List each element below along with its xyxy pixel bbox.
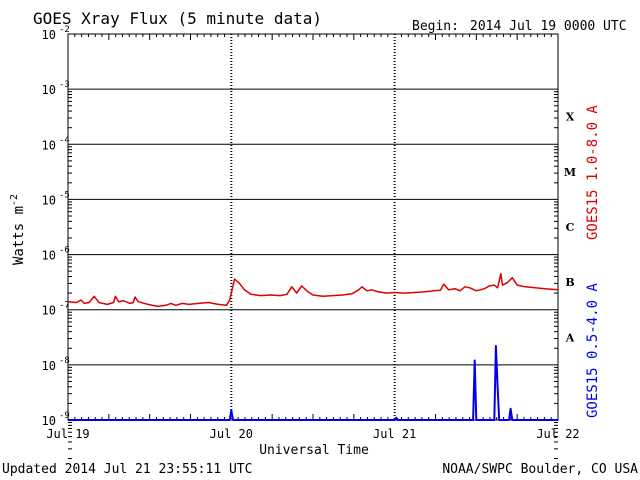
flare-class-x: X <box>566 111 575 124</box>
y-tick-label: 10 <box>42 414 56 428</box>
y-axis: 10-210-310-410-510-610-710-810-9 <box>42 25 558 460</box>
y-tick-exponent: -5 <box>59 190 70 200</box>
series-name-short: GOES15 0.5-4.0 A <box>585 283 601 418</box>
series-name-long: GOES15 1.0-8.0 A <box>585 105 601 240</box>
chart-title: GOES Xray Flux (5 minute data) <box>33 9 322 28</box>
y-tick-label: 10 <box>42 83 56 97</box>
y-tick-label: 10 <box>42 304 56 318</box>
y-tick-exponent: -9 <box>59 411 70 421</box>
series-line-short <box>68 345 558 421</box>
grid-lines <box>68 34 558 420</box>
x-tick-label: Jul 21 <box>373 427 416 441</box>
credit-text: NOAA/SWPC Boulder, CO USA <box>442 462 638 477</box>
y-tick-exponent: -6 <box>59 246 70 256</box>
x-axis-label: Universal Time <box>259 443 369 458</box>
series-layer <box>67 272 559 421</box>
y-tick-exponent: -7 <box>59 301 70 311</box>
x-tick-label: Jul 19 <box>46 427 89 441</box>
y-tick-exponent: -3 <box>59 80 70 90</box>
x-tick-label: Jul 22 <box>536 427 579 441</box>
y-tick-label: 10 <box>42 138 56 152</box>
y-tick-exponent: -4 <box>59 135 70 145</box>
y-axis-label: Watts m-2 <box>9 194 27 265</box>
plot-frame <box>67 33 559 421</box>
series-line-long <box>67 272 559 308</box>
y-tick-label: 10 <box>42 359 56 373</box>
flare-class-c: C <box>566 221 575 234</box>
begin-label: Begin: <box>412 19 459 34</box>
x-tick-label: Jul 20 <box>210 427 253 441</box>
y-tick-label: 10 <box>42 193 56 207</box>
y-tick-exponent: -8 <box>59 356 70 366</box>
begin-value: 2014 Jul 19 0000 UTC <box>470 19 627 34</box>
flare-class-labels: X M C B A <box>564 111 576 345</box>
flare-class-m: M <box>564 166 576 179</box>
x-axis: Jul 19 Jul 20 Jul 21 Jul 22 <box>46 34 580 441</box>
y-tick-label: 10 <box>42 28 56 42</box>
y-tick-exponent: -2 <box>59 25 70 35</box>
flare-class-a: A <box>565 331 575 344</box>
y-tick-label: 10 <box>42 249 56 263</box>
updated-timestamp: Updated 2014 Jul 21 23:55:11 UTC <box>2 462 252 477</box>
flare-class-b: B <box>565 276 574 289</box>
